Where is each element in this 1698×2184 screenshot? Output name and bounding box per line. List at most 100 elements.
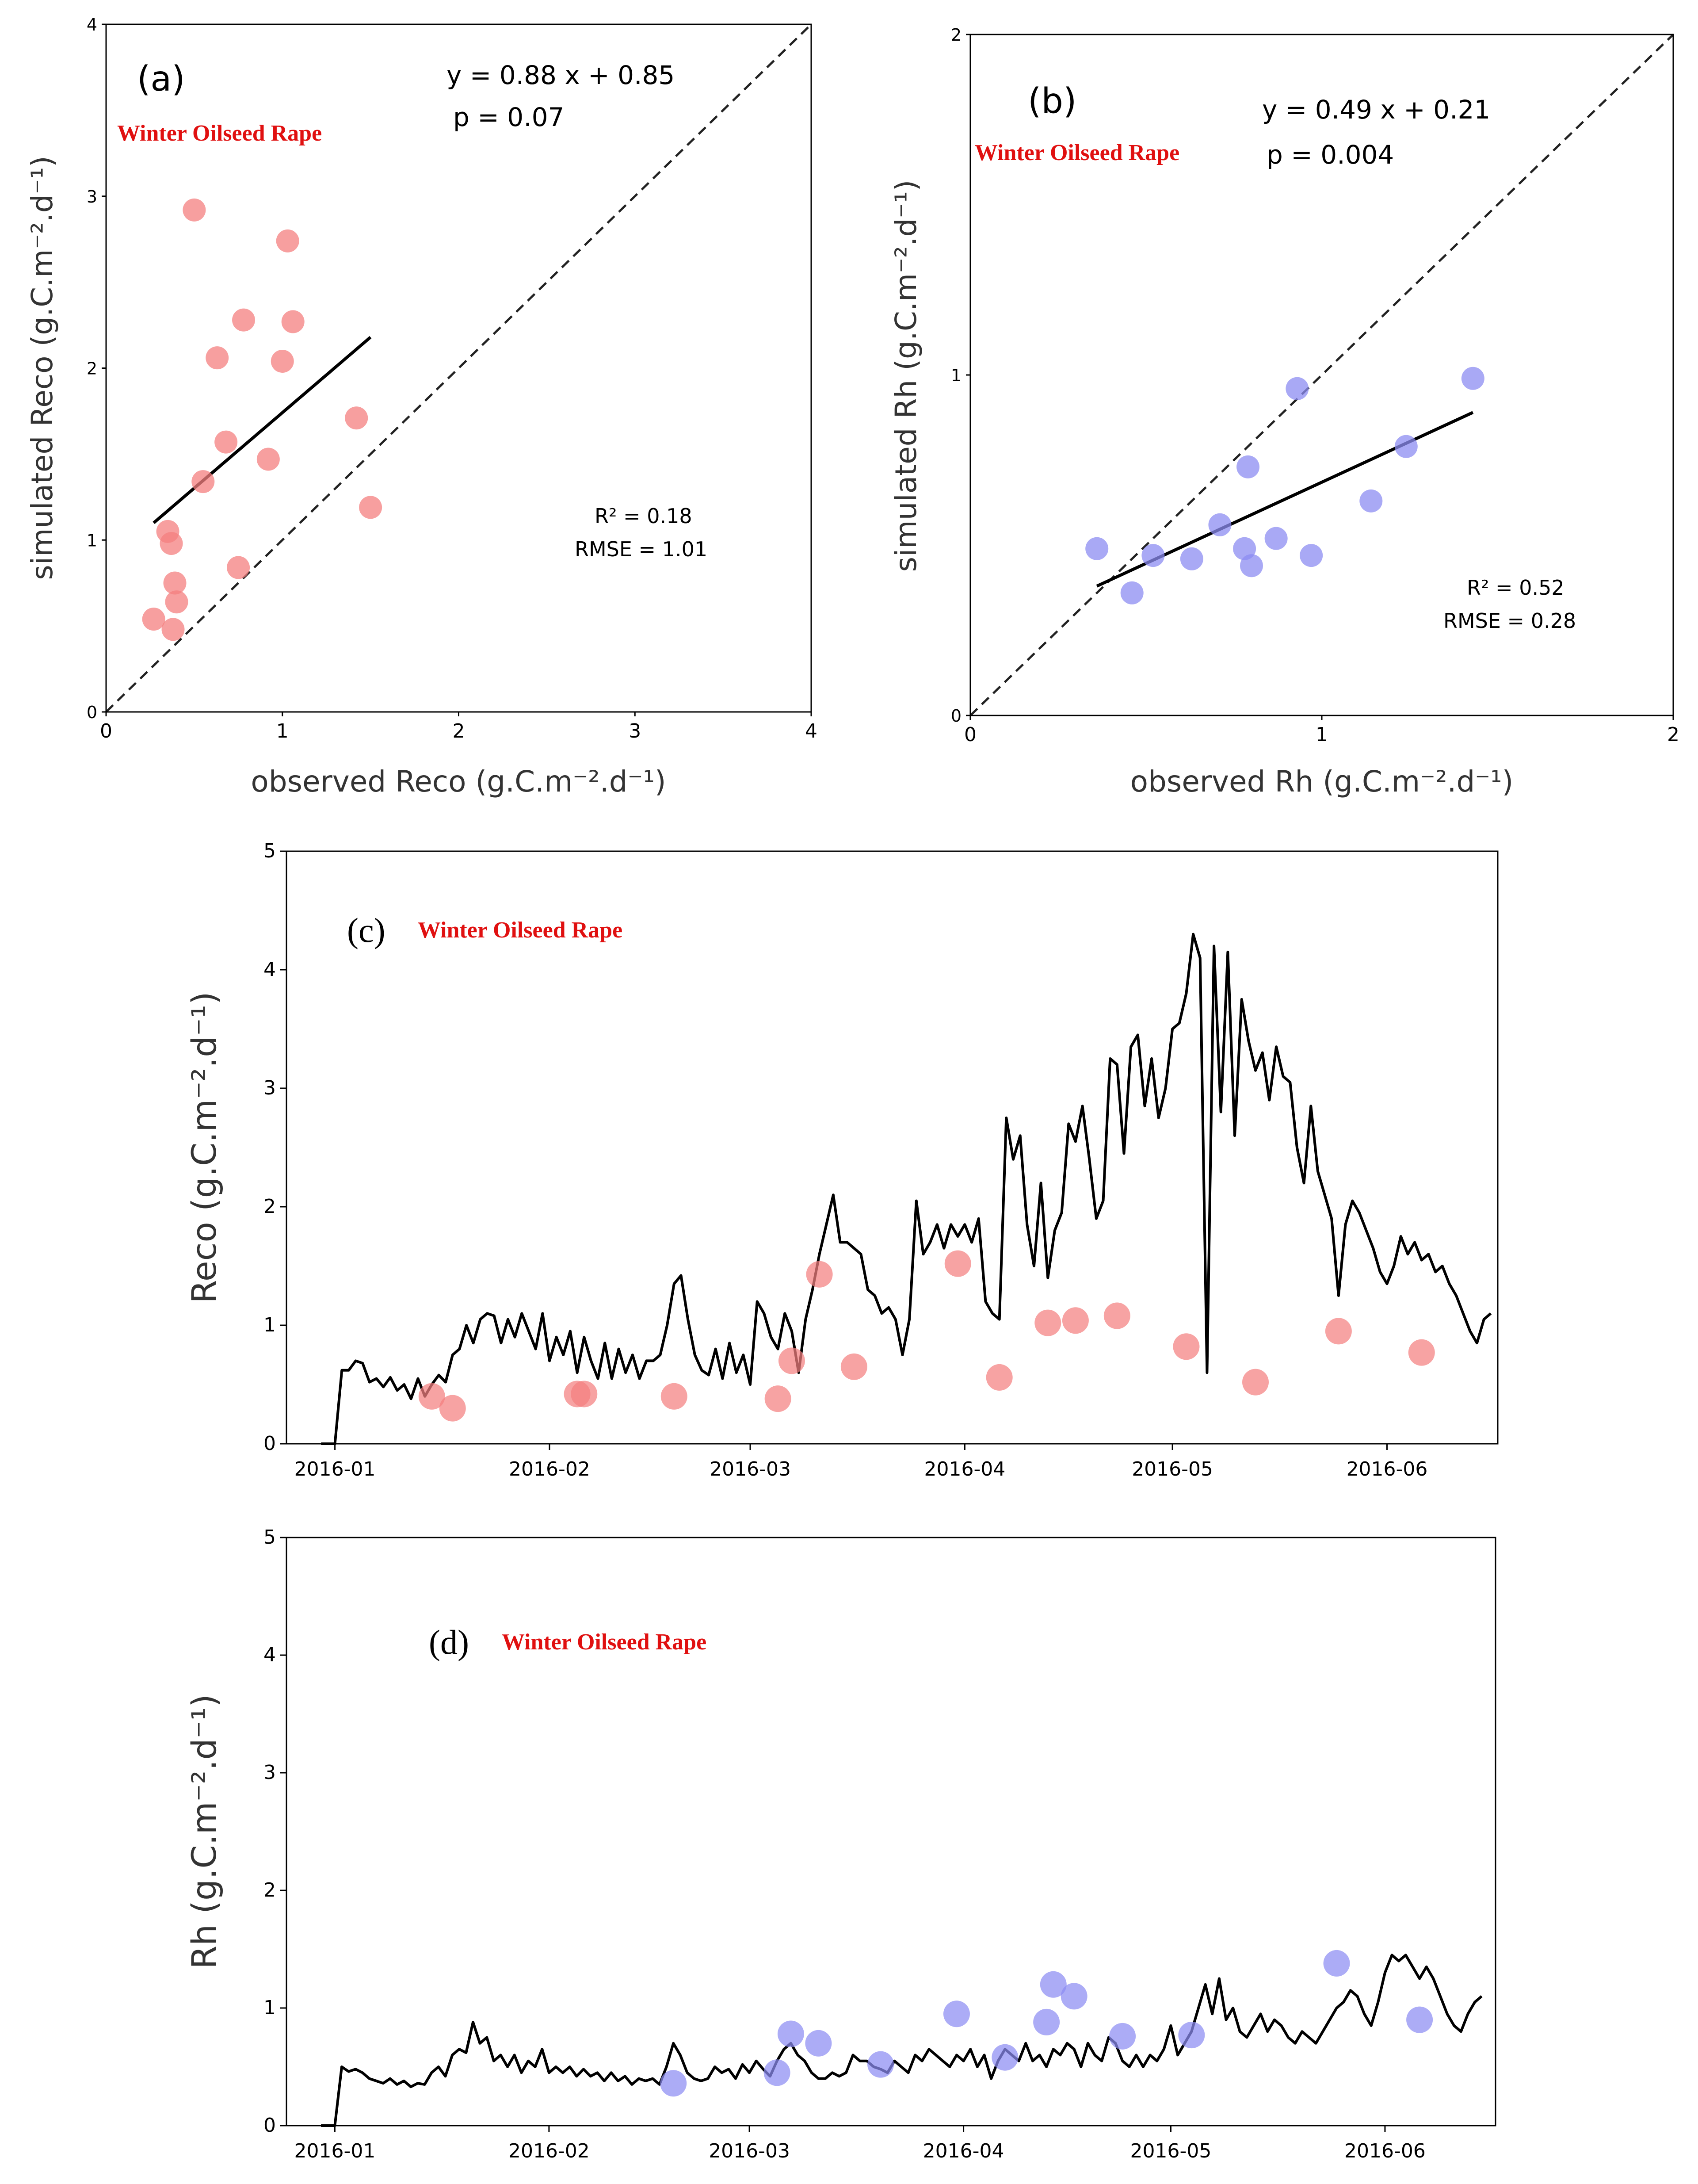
panel-d-observed-point [1033,2008,1060,2035]
panel-a-data-point [359,496,382,519]
panel-b-y-axis-label: simulated Rh (g.C.m⁻².d⁻¹) [889,180,923,572]
panel-d-observed-point [867,2051,894,2078]
panel-a-rmse: RMSE = 1.01 [575,537,707,561]
panel-b-data-point [1208,513,1232,536]
panel-d-y-tick-label: 3 [263,1761,276,1784]
panel-b-rmse: RMSE = 0.28 [1443,609,1576,633]
panel-a-label: (a) [137,59,185,99]
panel-c-x-tick-label: 2016-06 [1347,1458,1428,1480]
panel-a-data-point [214,430,238,454]
panel-d-observed-point [1061,1983,1087,2010]
panel-b-data-point [1286,377,1309,400]
panel-a-y-tick-label: 0 [87,703,97,722]
panel-c-observed-point [439,1395,466,1422]
panel-d-y-tick-label: 1 [263,1997,276,2019]
panel-c-observed-point [1242,1369,1269,1396]
panel-b-data-point [1240,554,1263,578]
panel-c-simulated-line [321,933,1492,1445]
panel-a-data-point [256,448,280,471]
panel-a-data-point [271,349,294,373]
panel-b-x-tick-label: 0 [964,723,977,746]
panel-a-y-tick-label: 1 [87,531,97,550]
panel-c-observed-point [571,1381,598,1408]
panel-d-x-tick-label: 2016-01 [294,2140,375,2162]
panel-b-x-tick-label: 2 [1667,723,1679,746]
panel-c-observed-point [840,1353,867,1380]
panel-c-timeseries-reco: 2016-01 2016-02 2016-03 2016-04 2016-05 2016-… [184,840,1499,1480]
panel-c-y-tick-label: 2 [263,1195,276,1218]
panel-a-data-point [191,470,215,493]
panel-d-observed-point [1323,1950,1350,1977]
panel-a-data-point [232,308,256,332]
panel-c-x-tick-label: 2016-05 [1132,1458,1213,1480]
panel-d-y-tick-label: 2 [263,1879,276,1901]
panel-d-x-tick-label: 2016-02 [508,2140,590,2162]
panel-c-observed-point [944,1250,971,1277]
panel-c-observed-point [660,1383,687,1410]
panel-d-crop-label: Winter Oilseed Rape [502,1629,706,1655]
panel-a-one-to-one-line [105,23,812,713]
panel-d-observed-point [943,2000,970,2027]
panel-d-x-tick-label: 2016-04 [923,2140,1004,2162]
panel-a-x-tick-label: 1 [276,720,289,742]
panel-b-x-axis-label: observed Rh (g.C.m⁻².d⁻¹) [1130,765,1514,799]
panel-a-x-tick-label: 4 [805,720,817,742]
panel-d-plot-frame [286,1537,1496,2127]
panel-a-x-tick-label: 2 [453,720,465,742]
panel-a-data-point [276,229,299,252]
panel-a-y-axis-label: simulated Reco (g.C.m⁻².d⁻¹) [25,156,59,580]
panel-b-data-point [1394,435,1418,458]
panel-c-x-tick-label: 2016-04 [924,1458,1005,1480]
panel-c-observed-point [1103,1302,1130,1329]
panel-c-observed-point [764,1385,791,1412]
panel-c-observed-point [806,1261,833,1288]
panel-d-x-tick-label: 2016-05 [1130,2140,1212,2162]
panel-c-x-tick-label: 2016-03 [710,1458,791,1480]
panel-d-observed-point [805,2030,832,2057]
panel-a-data-point [281,310,305,333]
panel-a-y-tick-label: 4 [87,15,97,34]
panel-a-data-point [161,618,185,641]
panel-c-y-tick-label: 0 [263,1432,276,1455]
panel-b-data-point [1180,547,1203,570]
panel-b-one-to-one-line [969,34,1674,716]
panel-c-y-tick-label: 1 [263,1314,276,1336]
panel-d-observed-point [1178,2022,1205,2049]
panel-c-observed-point [1034,1309,1061,1336]
panel-d-y-tick-label: 4 [263,1644,276,1666]
panel-b-label: (b) [1028,81,1076,121]
panel-b-data-point [1461,367,1484,390]
panel-b-data-point [1264,527,1288,550]
panel-a-data-point [227,556,250,579]
panel-c-y-tick-label: 3 [263,1077,276,1099]
panel-c-observed-point [1173,1333,1200,1360]
panel-a-data-point [345,406,368,430]
panel-a-data-point [206,346,229,370]
panel-c-observed-point [1408,1339,1435,1366]
panel-d-observed-point [1109,2023,1136,2050]
panel-a-regression-line [153,336,372,524]
panel-a-data-point [183,198,206,222]
panel-d-timeseries-rh: 2016-01 2016-02 2016-03 2016-04 2016-05 2016-… [184,1526,1496,2162]
panel-d-label: (d) [429,1623,469,1661]
panel-c-crop-label: Winter Oilseed Rape [418,918,622,943]
panel-b-regression-equation: y = 0.49 x + 0.21 [1262,95,1490,125]
panel-b-crop-label: Winter Oilseed Rape [975,140,1179,165]
panel-b-data-point [1085,537,1109,560]
panel-a-y-tick-label: 2 [87,359,97,379]
panel-a-x-tick-label: 3 [629,720,641,742]
panel-b-y-tick-label: 2 [951,25,962,45]
panel-d-x-tick-label: 2016-03 [709,2140,790,2162]
panel-d-observed-point [1406,2006,1433,2033]
panel-c-observed-point [778,1347,805,1374]
panel-c-plot-frame [286,850,1499,1445]
panel-c-y-tick-label: 4 [263,958,276,981]
panel-b-data-point [1300,544,1323,567]
panel-c-observed-point [986,1364,1013,1391]
panel-b-x-tick-label: 1 [1316,723,1328,746]
panel-a-y-tick-label: 3 [87,187,97,207]
panel-a-data-point [142,608,165,631]
panel-b-y-tick-label: 0 [951,706,962,726]
panel-d-y-tick-label: 0 [263,2114,276,2137]
panel-c-x-tick-label: 2016-01 [294,1458,376,1480]
